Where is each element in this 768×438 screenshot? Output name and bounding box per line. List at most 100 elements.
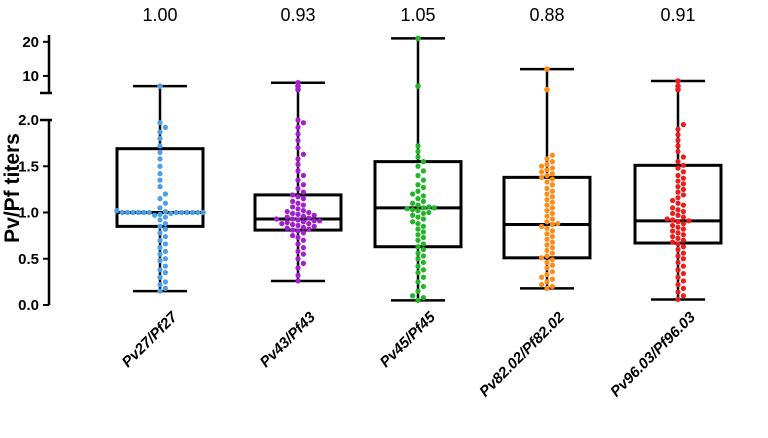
ratio-label: 1.00 <box>142 5 177 25</box>
data-point <box>273 216 279 222</box>
data-point <box>295 278 301 284</box>
data-point <box>544 253 550 259</box>
data-point <box>420 223 426 229</box>
data-point <box>295 222 301 229</box>
data-point <box>555 221 561 227</box>
data-point <box>680 214 687 220</box>
data-point <box>295 177 301 183</box>
outlier-point <box>157 83 163 89</box>
data-point <box>290 204 296 210</box>
data-point <box>680 232 687 238</box>
data-point <box>300 237 306 243</box>
data-point <box>420 246 426 253</box>
data-point <box>157 245 163 251</box>
data-point <box>420 168 426 174</box>
data-point <box>306 226 312 232</box>
data-point <box>686 218 692 224</box>
data-point <box>157 223 163 229</box>
data-point <box>162 226 168 232</box>
data-point <box>539 282 545 288</box>
data-point <box>675 137 681 143</box>
data-point <box>675 143 681 149</box>
category-labels: Pv27/Pf27 Pv43/Pf43 Pv45/Pf45 Pv82.02/Pf82.… <box>119 308 700 400</box>
data-point <box>300 245 306 251</box>
data-point <box>549 233 556 240</box>
data-point <box>670 233 676 240</box>
data-point <box>179 209 185 216</box>
data-point <box>549 194 556 200</box>
data-point <box>290 233 296 239</box>
data-point <box>141 209 147 216</box>
data-point <box>675 195 681 201</box>
data-point <box>420 234 426 241</box>
data-point <box>295 145 301 151</box>
data-point <box>544 208 550 214</box>
data-point <box>410 191 416 197</box>
data-point <box>157 156 163 162</box>
data-point <box>157 163 163 169</box>
data-point <box>300 196 306 202</box>
data-point <box>311 223 317 229</box>
category-label: Pv27/Pf27 <box>119 308 182 371</box>
data-point <box>284 208 290 215</box>
data-point <box>119 209 125 216</box>
data-point <box>420 216 426 222</box>
data-point <box>539 169 545 175</box>
data-point <box>549 176 556 182</box>
data-point <box>306 209 312 216</box>
data-point <box>162 233 168 240</box>
data-point <box>162 214 168 220</box>
y-tick-label: 0.0 <box>18 297 39 314</box>
data-point <box>675 212 681 218</box>
data-point <box>670 197 676 204</box>
data-point <box>157 217 163 223</box>
point-series <box>539 66 561 291</box>
data-point <box>549 221 556 228</box>
data-point <box>675 224 681 230</box>
data-point <box>295 234 301 241</box>
data-point <box>146 209 152 216</box>
data-point <box>410 200 416 206</box>
data-point <box>675 267 681 273</box>
data-point <box>295 272 301 278</box>
data-point <box>157 129 163 135</box>
data-point <box>680 285 687 291</box>
data-point <box>295 131 301 137</box>
data-point <box>675 200 681 206</box>
data-point <box>420 267 426 273</box>
point-series <box>273 79 323 284</box>
data-point <box>675 207 681 213</box>
data-point <box>295 217 301 223</box>
data-point <box>162 256 168 262</box>
data-point <box>300 189 306 195</box>
data-point <box>675 241 681 247</box>
data-point <box>680 154 687 160</box>
data-point <box>680 293 687 299</box>
data-point <box>300 213 306 219</box>
data-point <box>415 226 421 232</box>
data-point <box>544 213 550 219</box>
data-point <box>290 221 296 228</box>
data-point <box>549 257 556 263</box>
data-point <box>549 250 556 256</box>
data-point <box>675 274 681 280</box>
data-point <box>549 205 556 211</box>
data-point <box>162 208 168 215</box>
outlier-point <box>544 66 550 72</box>
data-point <box>420 210 426 217</box>
data-point <box>420 283 426 290</box>
outlier-point <box>295 79 301 86</box>
data-point <box>290 192 296 198</box>
data-point <box>300 208 306 214</box>
data-point <box>680 162 687 168</box>
y-axis: 0.0 0.5 1.0 1.5 2.0 10 20 <box>18 34 52 314</box>
data-point <box>549 276 556 282</box>
data-point <box>680 256 687 262</box>
data-point <box>130 209 136 216</box>
data-point <box>162 124 168 130</box>
data-point <box>290 198 296 204</box>
y-tick-label: 0.5 <box>18 251 39 268</box>
data-point <box>549 283 556 290</box>
data-point <box>415 244 421 250</box>
category-label: Pv82.02/Pf82.02 <box>476 308 568 400</box>
